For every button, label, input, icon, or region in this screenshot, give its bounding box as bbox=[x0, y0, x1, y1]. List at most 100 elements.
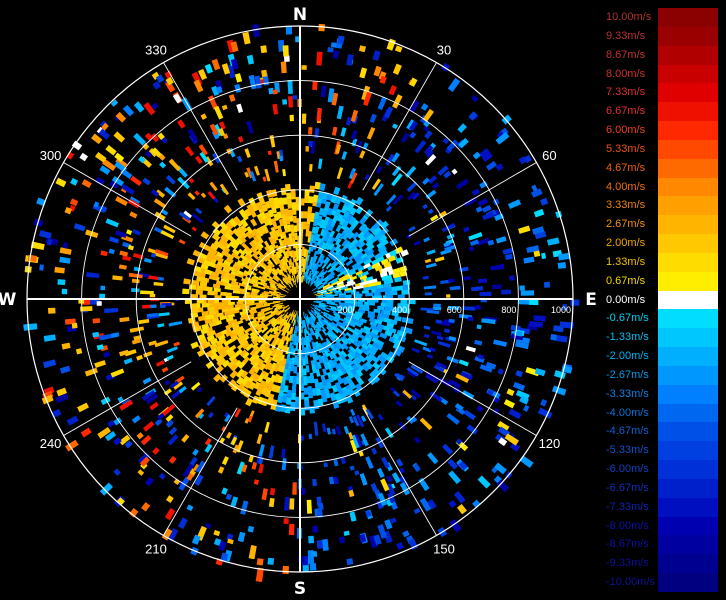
near-field-cell bbox=[313, 399, 319, 408]
far-field-cell bbox=[244, 171, 250, 178]
far-field-cell bbox=[360, 415, 367, 422]
near-field-cell bbox=[373, 252, 383, 260]
legend-swatch bbox=[658, 45, 718, 65]
legend-row: 1.33m/s bbox=[606, 252, 718, 273]
near-field-cell bbox=[211, 233, 221, 242]
far-field-cell bbox=[39, 264, 44, 271]
far-field-cell bbox=[218, 540, 227, 551]
far-field-cell bbox=[300, 435, 304, 441]
far-field-cell bbox=[448, 318, 455, 324]
near-field-cell bbox=[365, 292, 374, 297]
far-field-cell bbox=[244, 418, 250, 424]
near-field-cell bbox=[286, 249, 291, 257]
near-field-cell bbox=[196, 275, 204, 282]
far-field-cell bbox=[118, 264, 127, 270]
near-field-cell bbox=[246, 326, 254, 333]
near-field-cell bbox=[343, 242, 351, 250]
azimuth-spoke bbox=[63, 361, 192, 436]
far-field-cell bbox=[376, 467, 385, 478]
far-field-cell bbox=[131, 338, 142, 345]
near-field-cell bbox=[324, 201, 331, 210]
legend-row: 0.67m/s bbox=[606, 271, 718, 292]
far-field-cell bbox=[431, 330, 442, 336]
far-field-cell bbox=[217, 466, 225, 474]
near-field-cell bbox=[336, 283, 345, 288]
legend-label: -3.33m/s bbox=[606, 387, 649, 400]
legend-label: 4.67m/s bbox=[606, 161, 646, 174]
near-field-cell bbox=[315, 300, 323, 303]
far-field-cell bbox=[206, 395, 216, 407]
near-field-cell bbox=[313, 309, 320, 315]
near-field-cell bbox=[312, 275, 318, 282]
near-field-cell bbox=[258, 313, 266, 319]
near-field-cell bbox=[300, 317, 303, 325]
near-field-cell bbox=[283, 319, 288, 327]
near-field-cell bbox=[322, 279, 329, 285]
near-field-cell bbox=[289, 258, 293, 266]
near-field-cell bbox=[286, 313, 292, 321]
far-field-cell bbox=[234, 408, 242, 418]
near-field-cell bbox=[236, 259, 245, 267]
far-field-cell bbox=[246, 54, 255, 65]
far-field-cell bbox=[349, 465, 355, 471]
far-field-cell bbox=[377, 524, 388, 539]
far-field-cell bbox=[537, 407, 553, 419]
near-field-cell bbox=[357, 241, 366, 249]
near-field-cell bbox=[338, 262, 346, 269]
near-field-cell bbox=[311, 286, 318, 292]
near-field-cell bbox=[320, 324, 327, 332]
near-field-cell bbox=[271, 320, 278, 327]
near-field-cell bbox=[306, 318, 310, 326]
near-field-cell bbox=[282, 304, 290, 309]
near-field-cell bbox=[291, 337, 295, 345]
near-field-cell bbox=[288, 265, 292, 273]
far-field-cell bbox=[448, 470, 462, 485]
near-field-cell bbox=[221, 249, 230, 257]
near-field-cell bbox=[281, 395, 288, 403]
far-field-cell bbox=[230, 58, 239, 70]
near-field-cell bbox=[253, 235, 260, 244]
near-field-cell bbox=[269, 279, 276, 285]
far-field-cell bbox=[501, 114, 512, 125]
far-field-cell bbox=[446, 294, 451, 298]
near-field-cell bbox=[294, 357, 298, 365]
near-field-cell bbox=[364, 258, 373, 265]
near-field-cell bbox=[350, 247, 358, 256]
legend-label: -0.67m/s bbox=[606, 312, 649, 325]
near-field-cell bbox=[220, 234, 229, 243]
near-field-cell bbox=[328, 351, 335, 360]
near-field-cell bbox=[325, 262, 332, 270]
near-field-cell bbox=[355, 328, 363, 335]
far-field-cell bbox=[366, 126, 376, 140]
far-field-cell bbox=[66, 151, 75, 160]
near-field-cell bbox=[310, 280, 316, 287]
legend-swatch bbox=[658, 535, 718, 555]
far-field-cell bbox=[128, 272, 143, 279]
near-field-cell bbox=[220, 302, 229, 306]
near-field-cell bbox=[331, 384, 339, 393]
far-field-cell bbox=[211, 58, 221, 71]
far-field-cell bbox=[533, 315, 546, 322]
near-field-cell bbox=[303, 338, 307, 346]
legend-row: -1.33m/s bbox=[606, 328, 718, 348]
near-field-cell bbox=[334, 335, 342, 343]
far-field-cell bbox=[485, 361, 497, 370]
legend-swatch bbox=[658, 196, 718, 216]
far-field-cell bbox=[477, 198, 489, 207]
near-field-cell bbox=[282, 249, 287, 258]
legend-row: 9.33m/s bbox=[606, 26, 718, 47]
near-field-cell bbox=[320, 282, 328, 287]
far-field-cell bbox=[69, 198, 79, 207]
near-field-cell bbox=[305, 365, 310, 373]
far-field-cell bbox=[409, 77, 418, 87]
near-field-cell bbox=[277, 295, 285, 298]
near-field-cell bbox=[355, 270, 363, 276]
far-field-cell bbox=[359, 472, 368, 486]
far-field-cell bbox=[150, 189, 160, 197]
far-field-cell bbox=[396, 541, 405, 551]
near-field-cell bbox=[306, 254, 310, 262]
near-field-cell bbox=[279, 342, 285, 350]
legend-label: 4.00m/s bbox=[606, 180, 646, 193]
far-field-cell bbox=[523, 404, 530, 412]
far-field-cell bbox=[496, 479, 510, 493]
